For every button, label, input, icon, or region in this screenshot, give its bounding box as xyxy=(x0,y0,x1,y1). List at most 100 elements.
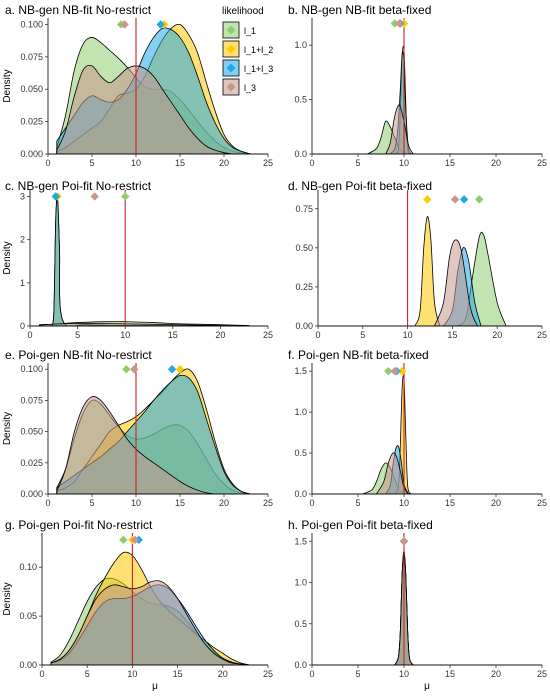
y-tick-label: 0 xyxy=(20,321,25,331)
panel-f: f. Poi-gen NB-fit beta-fixed 0 5 10 15 20 25 0.… xyxy=(288,348,547,508)
panel-title: d. NB-gen Poi-fit beta-fixed xyxy=(288,179,432,193)
x-tick-label: 5 xyxy=(360,330,365,340)
x-tick-label: 25 xyxy=(263,669,273,679)
x-tick-label: 15 xyxy=(175,498,185,508)
x-tick-label: 15 xyxy=(447,330,457,340)
density-area-l_1-l_2 xyxy=(50,199,240,326)
x-tick-label: 0 xyxy=(309,669,314,679)
x-tick-label: 25 xyxy=(537,498,547,508)
x-tick-label: 15 xyxy=(445,498,455,508)
y-axis-label: Density xyxy=(2,412,13,445)
panel-h: h. Poi-gen Poi-fit beta-fixed 0 5 10 15 20 25 0… xyxy=(288,518,547,692)
y-tick-label: 0.075 xyxy=(20,52,43,62)
x-tick-label: 20 xyxy=(218,669,228,679)
mean-marker-l_1-l_3 xyxy=(459,195,469,204)
y-tick-label: 0.50 xyxy=(295,243,313,253)
mean-marker-l_1-l_3 xyxy=(167,365,177,374)
x-tick-label: 0 xyxy=(309,158,314,168)
x-tick-label: 20 xyxy=(215,330,225,340)
density-areas xyxy=(56,23,251,154)
x-tick-label: 0 xyxy=(45,498,50,508)
y-tick-label: 0.25 xyxy=(295,282,313,292)
x-axis-label: μ xyxy=(424,681,430,692)
mean-marker-l_3 xyxy=(395,19,404,28)
y-axis-label: Density xyxy=(2,241,13,274)
legend-label: l_1+l_2 xyxy=(244,45,273,55)
x-tick-label: 20 xyxy=(492,330,502,340)
density-area-l_3 xyxy=(56,64,251,154)
y-tick-label: 1.0 xyxy=(294,407,307,417)
density-area-l_3 xyxy=(50,580,250,665)
panel-title: h. Poi-gen Poi-fit beta-fixed xyxy=(288,518,433,532)
x-tick-label: 20 xyxy=(491,158,501,168)
y-tick-label: 0.050 xyxy=(20,427,43,437)
mean-marker-l_1 xyxy=(384,366,393,376)
x-tick-label: 0 xyxy=(27,330,32,340)
x-tick-label: 20 xyxy=(219,158,229,168)
x-tick-label: 10 xyxy=(403,330,413,340)
y-tick-label: 0.100 xyxy=(20,364,43,374)
x-tick-label: 5 xyxy=(75,330,80,340)
mean-marker-l_3 xyxy=(130,535,140,545)
y-tick-label: 0.0 xyxy=(294,489,307,499)
x-tick-label: 25 xyxy=(537,158,547,168)
x-tick-label: 10 xyxy=(131,158,141,168)
x-tick-label: 5 xyxy=(355,158,360,168)
x-tick-label: 25 xyxy=(263,330,273,340)
y-tick-label: 0.000 xyxy=(20,149,43,159)
density-area-l_3 xyxy=(385,104,414,154)
mean-marker-l_3 xyxy=(450,195,460,204)
density-area-l_1-l_2 xyxy=(414,216,441,326)
legend-item: l_3 xyxy=(222,78,256,96)
x-tick-label: 10 xyxy=(399,158,409,168)
panel-b: b. NB-gen NB-fit beta-fixed 0 5 10 15 20 25 0.0… xyxy=(288,3,547,168)
y-tick-label: 0.5 xyxy=(294,619,307,629)
panel-title: g. Poi-gen Poi-fit No-restrict xyxy=(5,518,153,532)
x-tick-label: 0 xyxy=(39,669,44,679)
panel-a: a. NB-gen NB-fit No-restrict 0 5 10 15 20 25 0.… xyxy=(2,3,273,168)
y-tick-label: 0.5 xyxy=(294,95,307,105)
y-tick-label: 1.0 xyxy=(294,578,307,588)
x-tick-label: 10 xyxy=(399,669,409,679)
x-tick-label: 5 xyxy=(89,498,94,508)
mean-marker-l_3 xyxy=(90,192,99,201)
density-area-l_3 xyxy=(56,396,251,494)
density-areas xyxy=(414,216,507,326)
panel-title: b. NB-gen NB-fit beta-fixed xyxy=(288,3,431,17)
panel-d: d. NB-gen Poi-fit beta-fixed 0 5 10 15 20 25 0.… xyxy=(288,179,547,340)
panel-title: c. NB-gen Poi-fit No-restrict xyxy=(5,179,152,193)
y-tick-label: 0.10 xyxy=(19,562,37,572)
legend-diamond-icon xyxy=(226,82,236,92)
x-tick-label: 15 xyxy=(175,158,185,168)
y-tick-label: 0.050 xyxy=(20,84,43,94)
y-tick-label: 0.00 xyxy=(295,321,313,331)
x-tick-label: 5 xyxy=(89,158,94,168)
y-axis-label: Density xyxy=(2,582,13,615)
mean-marker-l_3 xyxy=(130,365,139,374)
y-tick-label: 3 xyxy=(20,191,25,201)
y-tick-label: 0.025 xyxy=(20,458,43,468)
legend-item: l_1+l_3 xyxy=(222,59,273,77)
x-tick-label: 20 xyxy=(491,498,501,508)
panel-e: e. Poi-gen NB-fit No-restrict 0 5 10 15 20 25 0… xyxy=(2,348,273,508)
y-tick-label: 2 xyxy=(20,235,25,245)
x-tick-label: 15 xyxy=(173,669,183,679)
x-tick-label: 15 xyxy=(445,158,455,168)
mean-marker-l_1 xyxy=(122,365,131,374)
x-tick-label: 0 xyxy=(315,330,320,340)
x-tick-label: 10 xyxy=(131,498,141,508)
y-tick-label: 0.000 xyxy=(20,489,43,499)
y-tick-label: 0.100 xyxy=(20,19,43,29)
legend-diamond-icon xyxy=(226,25,236,35)
x-tick-label: 0 xyxy=(309,498,314,508)
legend-label: l_1 xyxy=(244,26,256,36)
x-tick-label: 10 xyxy=(127,669,137,679)
x-tick-label: 20 xyxy=(491,669,501,679)
panel-title: e. Poi-gen NB-fit No-restrict xyxy=(5,348,152,362)
density-area-l_1-l_3 xyxy=(50,196,240,326)
x-tick-label: 25 xyxy=(263,158,273,168)
x-tick-label: 25 xyxy=(537,330,547,340)
y-tick-label: 0.00 xyxy=(19,660,37,670)
y-tick-label: 1.5 xyxy=(294,536,307,546)
